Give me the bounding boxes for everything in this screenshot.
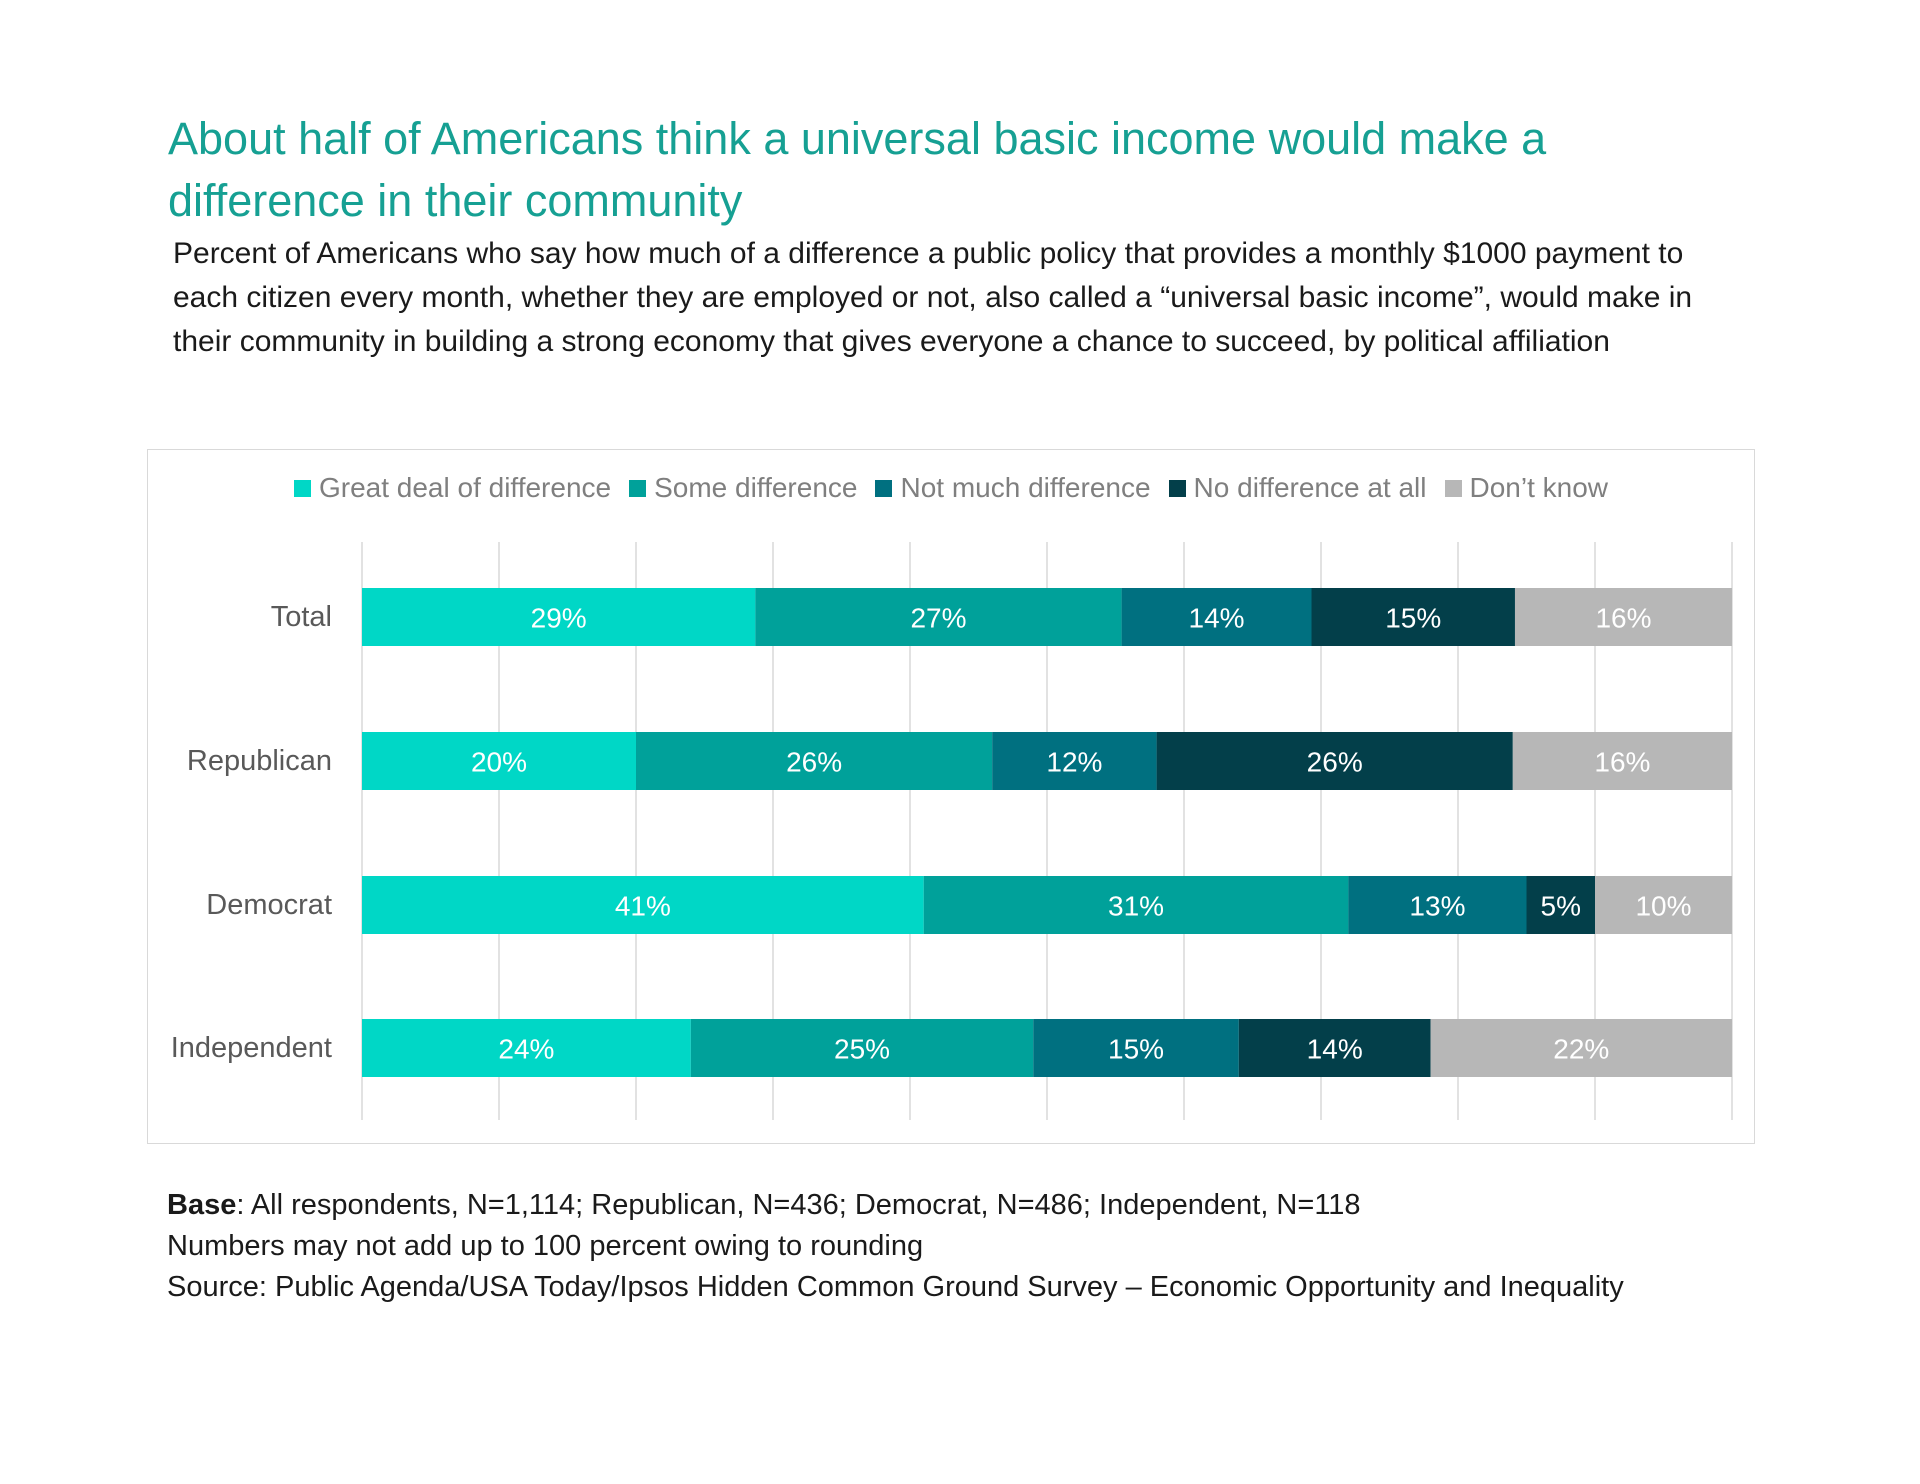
base-label: Base [167,1189,237,1221]
legend-swatch [629,479,647,497]
data-label-independent-not-much-difference: 15% [1108,1034,1164,1065]
data-label-democrat-don-t-know: 10% [1635,891,1691,922]
rounding-note: Numbers may not add up to 100 percent ow… [167,1230,924,1262]
data-label-republican-great-deal-of-difference: 20% [471,747,527,778]
chart-frame: Great deal of difference Some difference N… [147,449,1755,1144]
bar-republican-not-much-difference [992,732,1157,790]
bar-total-no-difference-at-all [1311,588,1515,646]
base-note: Base: All respondents, N=1,114; Republic… [167,1185,1807,1226]
chart-subtitle: Percent of Americans who say how much of… [173,237,1693,358]
base-text: : All respondents, N=1,114; Republican, … [236,1189,1361,1221]
category-label-total: Total [271,601,332,633]
bar-total-not-much-difference [1121,588,1312,646]
legend-swatch [1444,479,1462,497]
chart-title: About half of Americans think a universa… [168,113,1547,226]
data-label-independent-great-deal-of-difference: 24% [498,1034,554,1065]
legend-swatch [1168,479,1186,497]
bar-independent-some-difference [690,1019,1034,1077]
category-label-independent: Independent [171,1032,332,1064]
legend-swatch [875,479,893,497]
data-label-independent-some-difference: 25% [834,1034,890,1065]
bar-democrat-don-t-know [1595,876,1732,934]
stacked-bar-chart: Total 29% 27% 14% 15% 16% Republican 20% 26% 12% 2… [171,542,1733,1120]
data-label-democrat-no-difference-at-all: 5% [1541,891,1581,922]
bar-independent-don-t-know [1430,1019,1732,1077]
bar-democrat-not-much-difference [1348,876,1527,934]
bar-total-don-t-know [1514,588,1732,646]
data-label-democrat-not-much-difference: 13% [1409,891,1465,922]
legend-label: Don’t know [1469,472,1609,503]
category-label-republican: Republican [187,745,332,777]
legend-label: No difference at all [1193,472,1427,503]
chart-notes: Base: All respondents, N=1,114; Republic… [167,1185,1807,1308]
legend-label: Great deal of difference [318,472,612,503]
bar-republican-some-difference [636,732,993,790]
data-label-independent-no-difference-at-all: 14% [1307,1034,1363,1065]
legend-label: Not much difference [900,472,1151,503]
data-label-total-great-deal-of-difference: 29% [531,603,587,634]
bar-democrat-great-deal-of-difference [362,876,924,934]
bar-total-great-deal-of-difference [362,588,756,646]
bar-democrat-some-difference [923,876,1349,934]
data-label-republican-don-t-know: 16% [1594,747,1650,778]
bar-independent-no-difference-at-all [1238,1019,1431,1077]
data-label-republican-no-difference-at-all: 26% [1307,747,1363,778]
data-label-democrat-some-difference: 31% [1108,891,1164,922]
category-label-democrat: Democrat [206,889,332,921]
bar-independent-not-much-difference [1033,1019,1239,1077]
data-label-total-don-t-know: 16% [1595,603,1651,634]
data-label-independent-don-t-know: 22% [1553,1034,1609,1065]
data-label-republican-some-difference: 26% [786,747,842,778]
bar-total-some-difference [755,588,1122,646]
data-label-democrat-great-deal-of-difference: 41% [615,891,671,922]
data-label-total-not-much-difference: 14% [1189,603,1245,634]
bar-democrat-no-difference-at-all [1526,876,1595,934]
legend-item-great-deal-of-difference: Great deal of difference [293,472,612,504]
data-label-republican-not-much-difference: 12% [1046,747,1102,778]
source-note: Source: Public Agenda/USA Today/Ipsos Hi… [167,1271,1624,1303]
bar-republican-great-deal-of-difference [362,732,636,790]
bar-independent-great-deal-of-difference [362,1019,691,1077]
bar-republican-don-t-know [1512,732,1732,790]
legend-swatch [293,479,311,497]
legend-item-not-much-difference: Not much difference [875,472,1151,504]
legend-item-no-difference-at-all: No difference at all [1168,472,1427,504]
bar-republican-no-difference-at-all [1156,732,1513,790]
legend-item-don-t-know: Don’t know [1444,472,1609,504]
chart-legend: Great deal of difference Some difference N… [148,472,1754,504]
legend-item-some-difference: Some difference [629,472,857,504]
data-label-total-no-difference-at-all: 15% [1385,603,1441,634]
data-label-total-some-difference: 27% [910,603,966,634]
legend-label: Some difference [654,472,858,503]
